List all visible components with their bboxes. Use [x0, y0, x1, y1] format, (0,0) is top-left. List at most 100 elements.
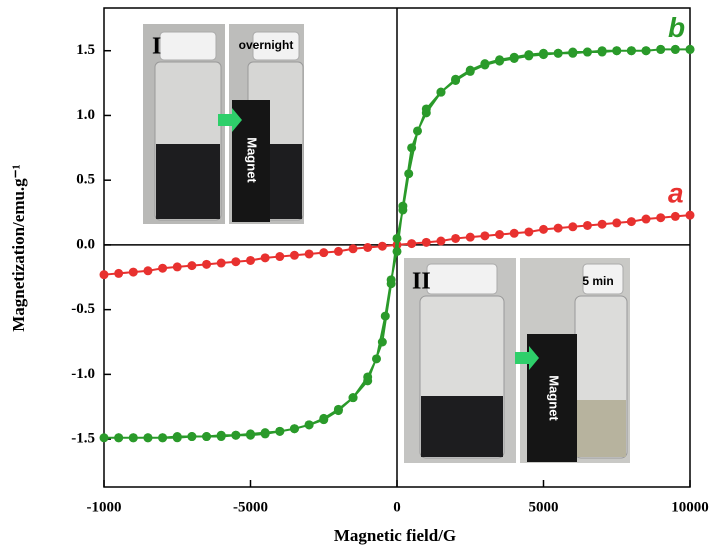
- data-point: [128, 433, 138, 443]
- data-point: [612, 218, 622, 228]
- data-point: [539, 50, 548, 60]
- data-point: [553, 48, 563, 58]
- data-point: [465, 232, 475, 242]
- data-point: [407, 239, 417, 249]
- data-point: [421, 104, 431, 114]
- data-point: [172, 262, 182, 272]
- data-point: [377, 241, 387, 251]
- data-point: [172, 432, 182, 442]
- x-tick-label: 10000: [671, 499, 709, 515]
- vial-cap: [159, 31, 217, 61]
- data-point: [641, 214, 651, 224]
- data-point: [202, 259, 212, 269]
- data-point: [392, 246, 402, 256]
- data-point: [480, 231, 490, 241]
- data-point: [386, 275, 396, 285]
- data-point: [524, 51, 534, 61]
- data-point: [246, 255, 255, 265]
- data-point: [582, 47, 592, 57]
- data-point: [99, 433, 109, 443]
- data-point: [333, 246, 343, 256]
- y-tick-label: 1.0: [76, 107, 95, 123]
- data-point: [275, 252, 285, 262]
- y-tick-label: 1.5: [76, 42, 95, 58]
- data-point: [348, 244, 358, 254]
- data-point: [143, 433, 153, 443]
- data-point: [333, 406, 343, 416]
- data-point: [275, 426, 285, 436]
- plot-area: -1.5 -1.0 -0.5 0.0 0.5 1.0 1.5 -1000 -5000 0 5000 1…: [71, 7, 709, 515]
- data-point: [216, 258, 226, 268]
- vial-cap: [582, 263, 624, 295]
- y-tick-label: -1.5: [71, 431, 95, 447]
- data-point: [524, 227, 534, 237]
- data-point: [348, 393, 358, 403]
- data-point: [289, 424, 299, 434]
- series-line: [104, 48, 690, 439]
- y-tick-label: 0.0: [76, 236, 95, 252]
- data-point: [260, 253, 270, 263]
- data-point: [319, 415, 329, 425]
- data-point: [380, 311, 390, 321]
- inset-label: II: [412, 269, 431, 295]
- data-point: [626, 217, 636, 227]
- data-point: [685, 44, 695, 54]
- x-tick-label: -1000: [87, 499, 122, 515]
- data-point: [231, 257, 241, 267]
- data-point: [289, 250, 299, 260]
- data-point: [398, 201, 408, 211]
- data-point: [363, 243, 373, 252]
- data-point: [582, 220, 592, 230]
- inset-caption: overnight: [239, 38, 294, 52]
- data-point: [509, 228, 519, 238]
- data-point: [363, 372, 373, 382]
- data-point: [304, 249, 314, 259]
- data-point: [158, 433, 168, 443]
- data-point: [404, 169, 414, 179]
- data-point: [246, 429, 255, 439]
- data-point: [319, 248, 329, 258]
- vial-cap: [426, 263, 498, 295]
- data-point: [99, 270, 109, 280]
- data-point: [597, 47, 607, 57]
- data-point: [670, 211, 680, 221]
- data-point: [495, 56, 505, 66]
- data-point: [509, 53, 519, 63]
- liquid: [156, 144, 220, 219]
- data-point: [670, 44, 680, 54]
- data-point: [407, 143, 417, 153]
- data-point: [231, 430, 241, 440]
- liquid: [576, 400, 626, 457]
- data-point: [114, 268, 124, 278]
- data-point: [114, 433, 124, 443]
- data-point: [465, 66, 475, 76]
- magnet-label: Magnet: [547, 375, 562, 421]
- x-tick-label: -5000: [233, 499, 268, 515]
- data-point: [128, 267, 138, 277]
- data-point: [436, 87, 446, 97]
- y-tick-label: -1.0: [71, 366, 95, 382]
- data-point: [480, 60, 490, 70]
- data-point: [421, 237, 431, 247]
- data-point: [568, 48, 578, 58]
- data-point: [495, 230, 505, 240]
- series-label: a: [668, 178, 684, 209]
- data-point: [656, 44, 666, 54]
- y-axis-title: Magnetization/emu.g⁻¹: [9, 164, 28, 332]
- arrow: [218, 108, 242, 132]
- x-axis-title: Magnetic field/G: [334, 526, 456, 545]
- arrow: [515, 346, 539, 370]
- inset-caption: 5 min: [582, 274, 613, 288]
- y-tick-label: -0.5: [71, 301, 95, 317]
- data-point: [626, 46, 636, 56]
- data-point: [451, 75, 461, 85]
- y-tick-label: 0.5: [76, 172, 95, 188]
- data-point: [371, 354, 381, 364]
- series-label: b: [668, 12, 685, 43]
- x-tick-label: 0: [393, 499, 401, 515]
- vial-cap: [252, 31, 300, 61]
- data-point: [143, 266, 153, 276]
- data-point: [392, 233, 402, 243]
- data-point: [304, 420, 314, 430]
